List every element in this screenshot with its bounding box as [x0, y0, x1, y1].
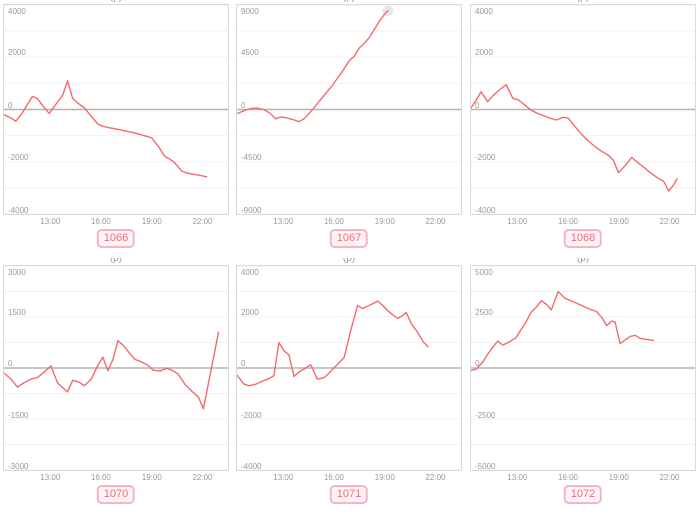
x-axis-tick-label: 16:00	[557, 473, 579, 482]
line-chart-svg	[237, 5, 461, 214]
x-axis-tick-label: 13:00	[507, 473, 528, 482]
x-axis-tick-label: 16:00	[323, 217, 345, 226]
x-axis: 13:00 16:00 19:00 22:00	[3, 215, 229, 227]
chart-id-label: 1071	[336, 488, 362, 500]
x-axis-tick-label: 13:00	[273, 217, 294, 226]
x-axis-tick-label: 22:00	[425, 473, 446, 482]
chart-title-text: (p)	[343, 0, 355, 3]
x-axis-tick-label: 22:00	[659, 473, 680, 482]
chart-plot-area[interactable]: 4000 2000 0 -2000 -4000	[3, 4, 229, 215]
x-axis-tick-label: 19:00	[141, 473, 162, 482]
x-axis-tick-label: 13:00	[40, 473, 61, 482]
line-chart-svg	[237, 266, 461, 470]
x-axis-tick-label: 22:00	[192, 473, 213, 482]
x-axis-tick-label: 22:00	[425, 217, 446, 226]
chart-title-text: (p)	[109, 258, 123, 264]
chart-title-clipped: (p)	[3, 258, 229, 264]
chart-title-text: (p)	[577, 0, 589, 3]
x-axis-tick-label: 13:00	[273, 473, 294, 482]
chart-id-label: 1072	[570, 488, 596, 500]
x-axis: 13:00 16:00 19:00 22:00	[3, 471, 229, 483]
x-axis-tick-label: 19:00	[608, 473, 629, 482]
chart-title-text: (p)	[576, 258, 590, 264]
x-axis-tick-label: 19:00	[141, 217, 162, 226]
line-chart-svg	[471, 5, 695, 214]
line-chart-svg	[471, 266, 695, 470]
chart-plot-area[interactable]: 5000 2500 0 -2500 -5000	[470, 265, 696, 471]
x-axis-tick-label: 16:00	[323, 473, 345, 482]
chart-id-badge[interactable]: 1070	[96, 485, 136, 504]
x-axis-tick-label: 16:00	[557, 217, 579, 226]
chart-title-text: (p)	[110, 0, 122, 3]
line-chart-svg	[4, 5, 228, 214]
chart-id-badge[interactable]: 1066	[96, 229, 136, 248]
chart-id-badge[interactable]: 1071	[329, 485, 369, 504]
chart-title-clipped: (p)	[3, 0, 229, 3]
x-axis-tick-label: 16:00	[90, 217, 112, 226]
x-axis-tick-label: 13:00	[507, 217, 528, 226]
chart-id-badge[interactable]: 1072	[563, 485, 603, 504]
chart-id-label: 1070	[103, 488, 129, 500]
chart-title-text: (p)	[342, 258, 356, 264]
line-chart-svg	[4, 266, 228, 470]
x-axis-tick-label: 19:00	[608, 217, 629, 226]
chart-id-badge[interactable]: 1068	[563, 229, 603, 248]
chart-title-clipped: (p)	[470, 0, 696, 3]
x-axis: 13:00 16:00 19:00 22:00	[470, 215, 696, 227]
chart-plot-area[interactable]: 4000 2000 0 -2000 -4000	[236, 265, 462, 471]
chart-id-label: 1066	[103, 232, 129, 244]
x-axis-tick-label: 19:00	[374, 473, 395, 482]
chart-title-clipped: (p)	[236, 258, 462, 264]
x-axis-tick-label: 22:00	[192, 217, 213, 226]
x-axis-tick-label: 16:00	[90, 473, 112, 482]
x-axis-tick-label: 19:00	[374, 217, 395, 226]
chart-title-clipped: (p)	[236, 0, 462, 3]
chart-title-clipped: (p)	[470, 258, 696, 264]
chart-id-label: 1067	[336, 232, 362, 244]
chart-plot-area[interactable]: 3000 1500 0 -1500 -3000	[3, 265, 229, 471]
x-axis-tick-label: 13:00	[40, 217, 61, 226]
chart-panel-1070: (p) 3000 1500 0 -1500 -3000 13:00 16:00 19:00 2…	[3, 258, 229, 504]
chart-id-label: 1068	[570, 232, 596, 244]
chart-plot-area[interactable]: 9000 4500 0 -4500 -9000	[236, 4, 462, 215]
x-axis: 13:00 16:00 19:00 22:00	[236, 471, 462, 483]
chart-plot-area[interactable]: 4000 2000 0 -2000 -4000	[470, 4, 696, 215]
chart-panel-1072: (p) 5000 2500 0 -2500 -5000 13:00 16:00 19:00 2…	[470, 258, 696, 504]
x-axis-tick-label: 22:00	[659, 217, 680, 226]
chart-panel-1071: (p) 4000 2000 0 -2000 -4000 13:00 16:00 19:00 2…	[236, 258, 462, 504]
x-axis: 13:00 16:00 19:00 22:00	[236, 215, 462, 227]
chart-id-badge[interactable]: 1067	[329, 229, 369, 248]
x-axis: 13:00 16:00 19:00 22:00	[470, 471, 696, 483]
